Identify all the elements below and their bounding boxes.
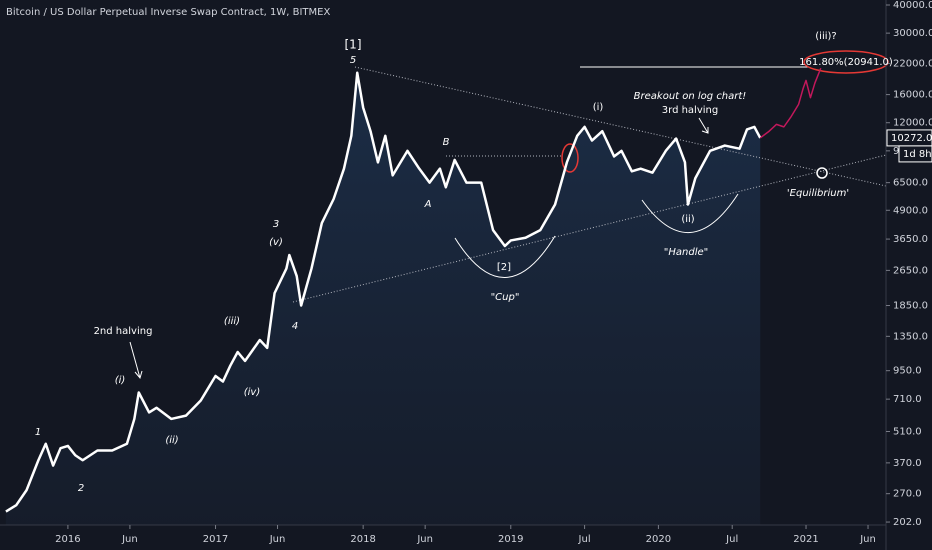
x-tick-label: Jun xyxy=(416,534,433,545)
area-layer xyxy=(5,72,761,525)
price-area xyxy=(5,72,761,525)
chart-title: Bitcoin / US Dollar Perpetual Inverse Sw… xyxy=(6,7,330,18)
y-tick-label: 16000.0 xyxy=(893,90,932,101)
y-tick-label: 4900.0 xyxy=(893,205,928,216)
x-tick-label: 2020 xyxy=(646,534,671,545)
annotation: 2 xyxy=(78,483,84,494)
annotation: 2nd halving xyxy=(94,326,153,337)
annotation: 1 xyxy=(35,427,41,438)
y-tick-label: 1350.0 xyxy=(893,331,928,342)
annotation: [2] xyxy=(497,262,511,273)
y-tick-label: 202.0 xyxy=(893,517,922,528)
x-tick-label: Jun xyxy=(121,534,138,545)
y-tick-label: 12000.0 xyxy=(893,118,932,129)
annotation: 161.80%(20941.0) xyxy=(799,57,893,68)
annotation: "Handle" xyxy=(664,247,708,258)
annotation: "Cup" xyxy=(491,292,520,303)
annotation: [1] xyxy=(345,38,362,52)
highlight-ellipse xyxy=(561,143,579,173)
price-line xyxy=(5,71,762,513)
annotation: (v) xyxy=(269,237,283,248)
annotation: (ii) xyxy=(681,214,694,225)
arrow xyxy=(129,341,143,380)
y-tick-label: 950.0 xyxy=(893,366,922,377)
x-tick-label: 2021 xyxy=(793,534,818,545)
annotation: 5 xyxy=(350,55,356,66)
handle-arc xyxy=(641,193,739,234)
equilibrium-point xyxy=(816,167,828,179)
y-tick-label: 2650.0 xyxy=(893,265,928,276)
x-tick-label: Jun xyxy=(269,534,286,545)
annotation: (iii)? xyxy=(815,31,836,42)
annotation: 3rd halving xyxy=(662,105,718,116)
y-tick-label: 30000.0 xyxy=(893,28,932,39)
x-tick-label: Jun xyxy=(859,534,876,545)
x-tick-label: 2018 xyxy=(350,534,375,545)
x-tick-label: 2016 xyxy=(55,534,80,545)
y-tick-label: 270.0 xyxy=(893,489,922,500)
trendline xyxy=(354,66,887,187)
highlight-ellipse xyxy=(803,50,889,74)
annotation: (i) xyxy=(593,102,604,113)
annotation: 3 xyxy=(273,219,279,230)
x-tick-label: 2019 xyxy=(498,534,523,545)
y-tick-label: 6500.0 xyxy=(893,178,928,189)
cup-arc xyxy=(454,235,556,278)
countdown-tag xyxy=(898,145,932,163)
arrow xyxy=(698,117,709,134)
annotation: (ii) xyxy=(165,435,178,446)
y-tick-label: 710.0 xyxy=(893,394,922,405)
annotation: (iii) xyxy=(224,316,240,327)
annotation: (i) xyxy=(115,375,126,386)
y-tick-label: 370.0 xyxy=(893,458,922,469)
annotation: 4 xyxy=(292,321,298,332)
annotation: 'Equilibrium' xyxy=(787,188,849,199)
price-tag-label: 10272.0 xyxy=(891,133,932,144)
x-tick-label: 2017 xyxy=(203,534,228,545)
countdown-label: 1d 8h xyxy=(903,149,932,160)
x-tick-label: Jul xyxy=(578,534,591,545)
y-tick-label: 510.0 xyxy=(893,427,922,438)
y-tick-label: 22000.0 xyxy=(893,58,932,69)
projection-line xyxy=(759,67,822,139)
annotation: Breakout on log chart! xyxy=(634,91,747,102)
y-tick-label: 1850.0 xyxy=(893,301,928,312)
y-tick-label: 40000.0 xyxy=(893,0,932,11)
annotation: B xyxy=(443,137,450,148)
annotation: A xyxy=(424,199,432,210)
annotation: (iv) xyxy=(244,387,261,398)
y-tick-label: 3650.0 xyxy=(893,234,928,245)
x-tick-label: Jul xyxy=(725,534,738,545)
